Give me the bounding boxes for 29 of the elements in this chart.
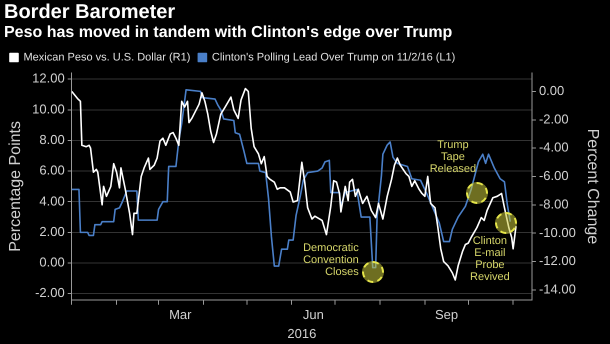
annotation: Trump Tape Released [430, 138, 476, 175]
y-tick-label: -2.00 [35, 285, 65, 300]
y-tick-label: 8.00 [39, 132, 65, 148]
x-tick-label: Mar [169, 307, 192, 322]
x-axis-title: 2016 [287, 326, 316, 341]
y2-tick-label: 0.00 [538, 83, 564, 98]
y2-tick-label: -2.00 [538, 111, 569, 126]
annotation: Clinton E-mail Probe Revived [470, 235, 510, 284]
y-tick-label: 4.00 [39, 193, 65, 208]
y-axis-title: Percentage Points [7, 121, 24, 252]
y-tick-label: 12.00 [32, 70, 65, 86]
y-tick-label: 0.00 [39, 254, 65, 270]
annotation: Democratic Convention Closes [303, 242, 359, 278]
y-tick-label: 6.00 [39, 162, 65, 178]
y2-tick-label: -12.00 [538, 253, 576, 268]
y2-tick-label: -8.00 [538, 196, 569, 212]
x-tick-label: Jun [302, 307, 324, 322]
y-tick-label: 2.00 [39, 224, 65, 239]
legend-label: Mexican Peso vs. U.S. Dollar (R1) [24, 52, 190, 64]
y2-axis-title: Percent Change [584, 128, 601, 244]
y2-tick-label: -6.00 [538, 168, 569, 184]
y2-tick-label: -14.00 [538, 281, 576, 296]
y2-tick-label: -10.00 [538, 224, 576, 240]
chart-subtitle: Peso has moved in tandem with Clinton's edge over Trump [4, 23, 452, 43]
x-tick-label: Sep [434, 307, 458, 322]
y-tick-label: 10.00 [32, 101, 65, 116]
chart-title: Border Barometer [4, 1, 176, 23]
legend-label: Clinton's Polling Lead Over Trump on 11/2/16 (L1) [212, 52, 456, 64]
y2-tick-label: -4.00 [538, 140, 569, 155]
